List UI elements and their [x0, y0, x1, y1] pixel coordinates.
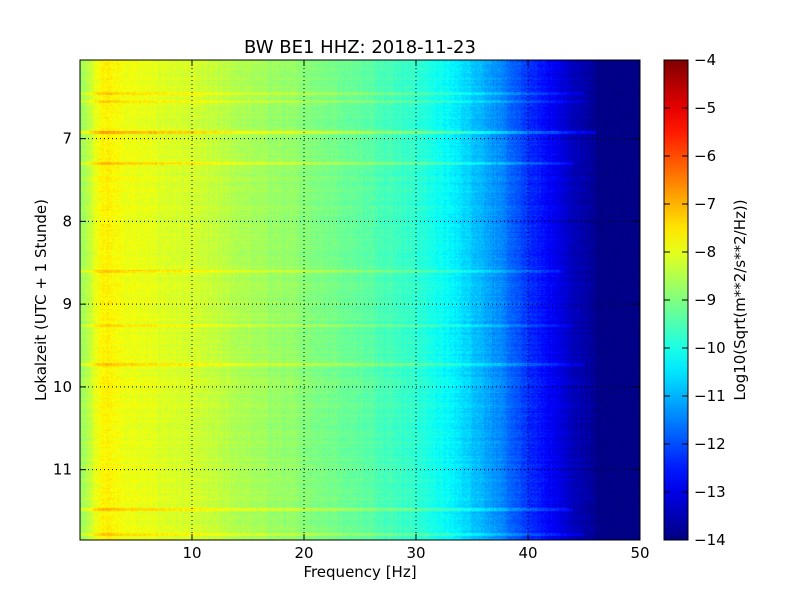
colorbar-label: Log10(Sqrt(m**2/s**2/Hz)) — [731, 199, 749, 400]
colorbar-tick-label: −9 — [694, 291, 716, 309]
colorbar-tick-label: −10 — [694, 339, 726, 357]
y-tick-label: 7 — [62, 130, 72, 148]
y-tick-label: 9 — [62, 295, 72, 313]
y-axis-label: Lokalzeit (UTC + 1 Stunde) — [32, 199, 50, 401]
colorbar-tick-label: −5 — [694, 99, 716, 117]
x-tick-label: 40 — [518, 544, 537, 562]
spectrogram-heatmap — [80, 60, 640, 540]
colorbar-tick-label: −6 — [694, 147, 716, 165]
colorbar-tick-label: −7 — [694, 195, 716, 213]
x-axis-label: Frequency [Hz] — [303, 563, 416, 581]
plot-area: 10 20 30 40 50 7 8 9 10 11 — [53, 59, 650, 562]
y-tick-label: 10 — [53, 378, 72, 396]
y-tick-label: 11 — [53, 461, 72, 479]
colorbar-tick-label: −8 — [694, 243, 716, 261]
colorbar-tick-label: −14 — [694, 531, 726, 549]
colorbar-ticks: −4 −5 −6 −7 −8 −9 −10 −11 −12 −13 −14 — [664, 51, 726, 549]
y-axis-ticks: 7 8 9 10 11 — [53, 130, 640, 479]
colorbar-tick-label: −12 — [694, 435, 726, 453]
x-tick-label: 50 — [630, 544, 649, 562]
colorbar-tick-label: −11 — [694, 387, 726, 405]
grid-lines — [80, 60, 640, 540]
x-tick-label: 20 — [294, 544, 313, 562]
chart-title: BW BE1 HHZ: 2018-11-23 — [244, 37, 476, 58]
colorbar-tick-label: −4 — [694, 51, 716, 69]
plot-frame — [79, 59, 641, 541]
colorbar-tick-label: −13 — [694, 483, 726, 501]
x-tick-label: 30 — [406, 544, 425, 562]
colorbar: −4 −5 −6 −7 −8 −9 −10 −11 −12 −13 −14 Log10(Sqrt(m… — [663, 51, 749, 549]
y-tick-label: 8 — [62, 212, 72, 230]
x-tick-label: 10 — [182, 544, 201, 562]
x-axis-ticks: 10 20 30 40 50 — [182, 60, 650, 562]
